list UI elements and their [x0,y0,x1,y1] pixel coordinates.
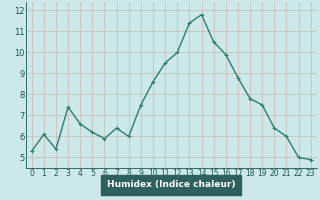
X-axis label: Humidex (Indice chaleur): Humidex (Indice chaleur) [107,180,236,189]
